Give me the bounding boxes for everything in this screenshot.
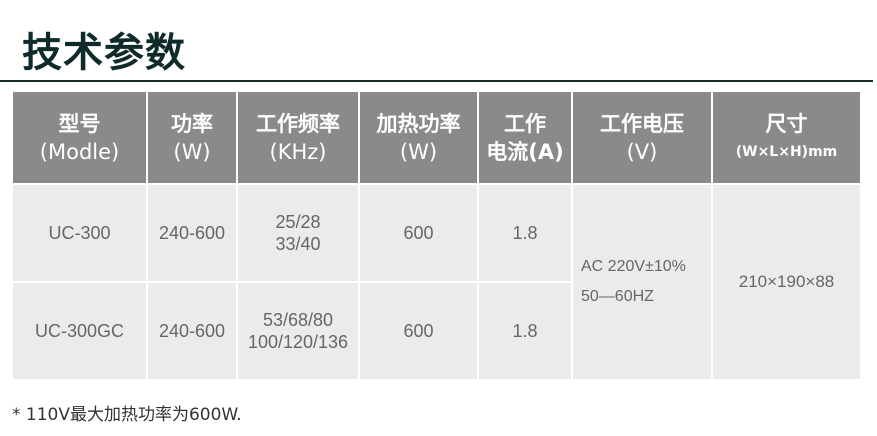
header-model: 型号 (Modle): [13, 92, 146, 183]
header-unit: (W): [173, 139, 211, 164]
header-label: 尺寸: [765, 111, 808, 136]
cell-model: UC-300: [13, 185, 146, 281]
freq-line: 33/40: [275, 234, 321, 254]
cell-frequency: 53/68/80 100/120/136: [238, 283, 358, 379]
header-heating-power: 加热功率 (W): [360, 92, 477, 183]
cell-current: 1.8: [479, 185, 571, 281]
header-current: 工作电流(A): [479, 92, 571, 183]
cell-voltage: AC 220V±10% 50—60HZ: [573, 185, 711, 379]
header-unit: (KHz): [269, 139, 327, 164]
cell-model: UC-300GC: [13, 283, 146, 379]
voltage-line: AC 220V±10%: [581, 258, 686, 275]
header-power: 功率 (W): [148, 92, 236, 183]
freq-line: 25/28: [275, 212, 321, 232]
page-title: 技术参数: [22, 30, 186, 76]
header-unit: (Modle): [39, 139, 120, 164]
cell-power: 240-600: [148, 283, 236, 379]
header-label: 功率: [171, 111, 213, 136]
table-row: UC-300 240-600 25/28 33/40 600 1.8 AC 220…: [13, 185, 860, 379]
header-label: 加热功率: [376, 111, 461, 136]
header-unit: (W): [399, 139, 438, 164]
frequency-range-line: 50—60HZ: [581, 288, 654, 305]
cell-heating-power: 600: [360, 185, 477, 281]
header-voltage: 工作电压 (V): [573, 92, 711, 183]
cell-size: 210×190×88: [713, 185, 860, 379]
header-size: 尺寸 (W×L×H)mm: [713, 92, 860, 183]
cell-heating-power: 600: [360, 283, 477, 379]
header-label: 工作电压: [600, 111, 684, 136]
header-unit: 电流(A): [486, 139, 564, 164]
freq-line: 100/120/136: [247, 332, 349, 352]
header-label: 工作频率: [256, 111, 340, 136]
header-frequency: 工作频率 (KHz): [238, 92, 358, 183]
cell-power: 240-600: [148, 185, 236, 281]
table-header-row: 型号 (Modle) 功率 (W) 工作频率 (KHz) 加热功率 (W) 工作电流(A…: [13, 92, 860, 183]
header-label: 工作: [504, 111, 546, 136]
header-label: 型号: [58, 111, 101, 136]
freq-line: 53/68/80: [262, 310, 334, 330]
table-row: UC-300GC 240-600 53/68/80 100/120/136 600…: [13, 283, 860, 379]
cell-frequency: 25/28 33/40: [238, 185, 358, 281]
footnote: * 110V最大加热功率为600W.: [12, 405, 242, 425]
title-divider: [0, 80, 873, 82]
header-unit: (W×L×H)mm: [735, 143, 838, 160]
cell-current: 1.8: [479, 283, 571, 379]
spec-table: 型号 (Modle) 功率 (W) 工作频率 (KHz) 加热功率 (W) 工作电流(A…: [11, 90, 862, 381]
header-unit: (V): [626, 139, 658, 164]
